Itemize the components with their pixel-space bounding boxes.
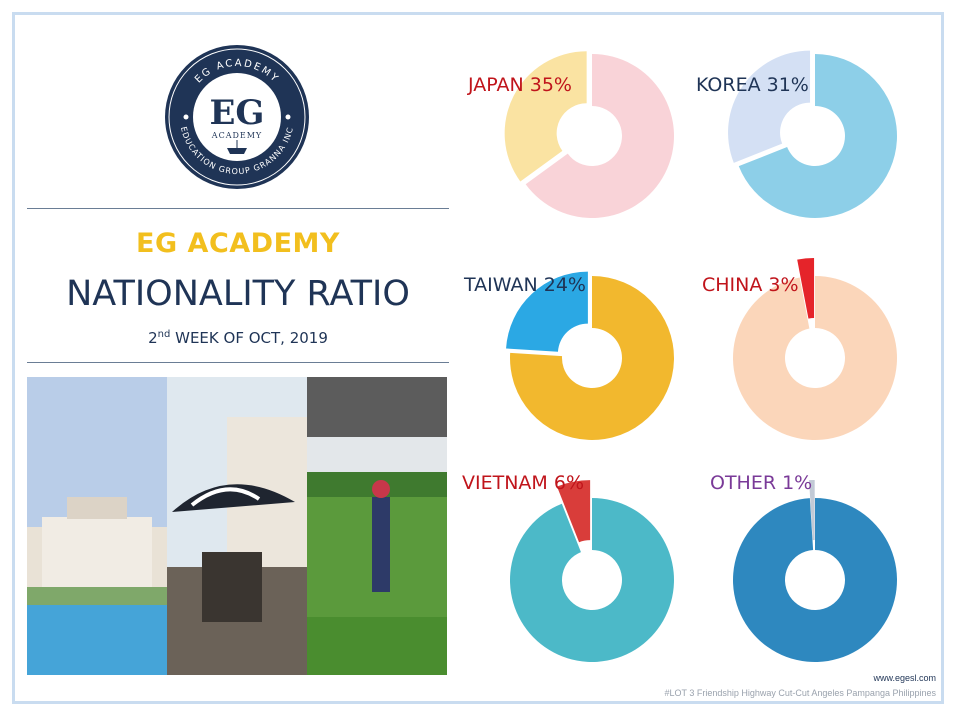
data-label-other: OTHER 1% (710, 472, 813, 494)
donut-slice-china (797, 258, 815, 319)
data-label-china: CHINA 3% (702, 274, 799, 296)
donut-slice-japan (504, 51, 587, 182)
umbrella-photo (167, 377, 307, 675)
donut-china (732, 258, 897, 441)
donut-rest-korea (738, 54, 897, 219)
donut-rest-taiwan (509, 276, 674, 441)
donut-rest-vietnam (510, 498, 674, 662)
donut-rest-other (732, 498, 897, 663)
campus-photo-collage (27, 377, 447, 675)
subtitle-ordinal: 2 (148, 329, 158, 347)
ship-icon (227, 148, 247, 154)
donut-slice-taiwan (506, 271, 588, 352)
website-url[interactable]: www.egesl.com (873, 673, 936, 683)
donut-slice-korea (728, 50, 811, 163)
donut-korea (728, 50, 897, 219)
star-icon (183, 114, 189, 120)
divider-top (27, 208, 449, 209)
page-frame (12, 12, 944, 704)
data-label-korea: KOREA 31% (696, 74, 809, 96)
divider-bottom (27, 362, 449, 363)
brand-title: EG ACADEMY (136, 228, 340, 259)
donut-rest-japan (525, 54, 674, 218)
golf-photo (307, 377, 447, 675)
donut-slice-vietnam (556, 480, 591, 543)
data-label-japan: JAPAN 35% (468, 74, 572, 96)
star-icon (285, 114, 291, 120)
donut-vietnam (510, 480, 674, 662)
donut-japan (504, 51, 674, 218)
page-subtitle: 2nd WEEK OF OCT, 2019 (27, 329, 449, 347)
subtitle-ordinal-suffix: nd (157, 329, 171, 340)
subtitle-date: WEEK OF OCT, 2019 (170, 329, 328, 347)
address-text: #LOT 3 Friendship Highway Cut-Cut Angele… (664, 688, 937, 698)
pool-photo (27, 377, 167, 675)
donut-rest-china (732, 276, 897, 441)
logo-mark: EG (210, 93, 265, 133)
donut-other (732, 480, 897, 663)
donut-slice-other (809, 480, 815, 541)
donut-taiwan (506, 271, 674, 441)
eg-academy-logo: EG ACADEMY EDUCATION GROUP GRANNA INC EG… (165, 45, 309, 189)
data-label-taiwan: TAIWAN 24% (464, 274, 586, 296)
page-title: NATIONALITY RATIO (66, 274, 410, 314)
logo-wordmark: ACADEMY (211, 131, 262, 140)
data-label-vietnam: VIETNAM 6% (462, 472, 584, 494)
